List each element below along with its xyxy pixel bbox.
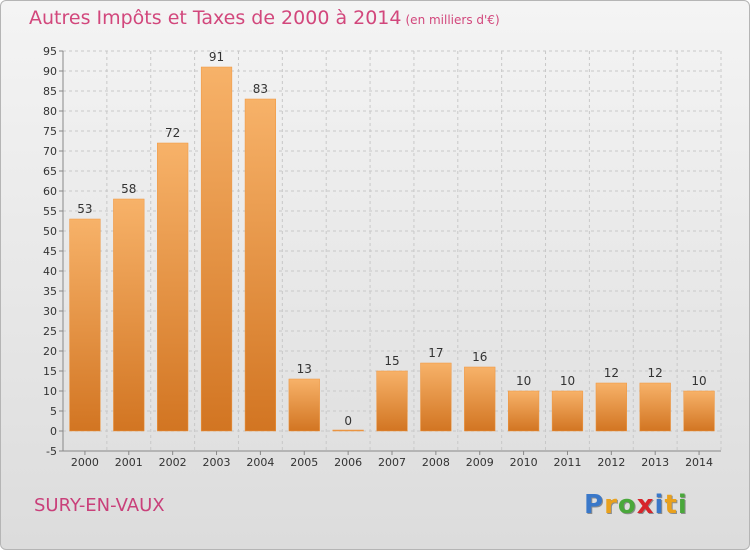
logo-letter: i bbox=[677, 490, 688, 520]
bar-2010 bbox=[507, 390, 540, 432]
y-tick-label: 45 bbox=[43, 245, 57, 258]
y-tick-label: 0 bbox=[50, 425, 57, 438]
x-tick-label-2013: 2013 bbox=[641, 456, 669, 469]
value-label-2005: 13 bbox=[297, 362, 312, 376]
logo-letter: t bbox=[664, 490, 678, 520]
x-tick-label-2014: 2014 bbox=[685, 456, 713, 469]
value-label-2007: 15 bbox=[384, 354, 399, 368]
bar-2008 bbox=[420, 362, 452, 432]
bar-2002 bbox=[157, 142, 189, 432]
bar-2006 bbox=[332, 429, 364, 432]
logo-letter: P bbox=[584, 490, 605, 520]
logo-letter: i bbox=[654, 490, 665, 520]
proxiti-logo: Proxiti bbox=[584, 490, 688, 520]
bar-2003 bbox=[200, 66, 233, 432]
y-tick-label: 70 bbox=[43, 145, 57, 158]
bar-2000 bbox=[69, 218, 101, 432]
value-label-2004: 83 bbox=[253, 82, 268, 96]
x-tick-label-2001: 2001 bbox=[115, 456, 143, 469]
y-tick-label: 60 bbox=[43, 185, 57, 198]
y-tick-label: 95 bbox=[43, 45, 57, 58]
value-label-2013: 12 bbox=[648, 366, 663, 380]
bar-2013 bbox=[639, 382, 671, 432]
x-tick-label-2000: 2000 bbox=[71, 456, 99, 469]
bar-2004 bbox=[244, 98, 277, 432]
y-tick-label: 20 bbox=[43, 345, 57, 358]
x-tick-label-2011: 2011 bbox=[553, 456, 581, 469]
x-tick-label-2009: 2009 bbox=[466, 456, 494, 469]
x-tick-label-2004: 2004 bbox=[246, 456, 274, 469]
value-label-2011: 10 bbox=[560, 374, 575, 388]
y-tick-label: 30 bbox=[43, 305, 57, 318]
y-tick-label: -5 bbox=[46, 445, 57, 458]
bar-2014 bbox=[683, 390, 715, 432]
value-label-2014: 10 bbox=[691, 374, 706, 388]
logo-letter: o bbox=[617, 490, 637, 520]
x-tick-label-2008: 2008 bbox=[422, 456, 450, 469]
bar-2012 bbox=[595, 382, 627, 432]
commune-name: SURY-EN-VAUX bbox=[34, 495, 165, 516]
bar-2005 bbox=[288, 378, 320, 432]
value-label-2008: 17 bbox=[428, 346, 443, 360]
value-label-2000: 53 bbox=[77, 202, 92, 216]
x-tick-label-2007: 2007 bbox=[378, 456, 406, 469]
x-tick-label-2006: 2006 bbox=[334, 456, 362, 469]
logo-letter: r bbox=[604, 490, 618, 520]
axes: -5 0 5 10 15 20 25 30 35 40 45 50 55 60 65 70 75 80 85 90 95… bbox=[43, 45, 721, 469]
x-tick-label-2012: 2012 bbox=[597, 456, 625, 469]
bar-2001 bbox=[113, 198, 145, 432]
x-tick-label-2003: 2003 bbox=[203, 456, 231, 469]
value-label-2010: 10 bbox=[516, 374, 531, 388]
chart-subtitle: (en milliers d'€) bbox=[405, 13, 500, 27]
bar-2011 bbox=[551, 390, 584, 432]
title-text: Autres Impôts et Taxes de 2000 à 2014 bbox=[29, 7, 402, 29]
y-tick-label: 75 bbox=[43, 125, 57, 138]
y-tick-label: 65 bbox=[43, 165, 57, 178]
logo-letter: x bbox=[636, 490, 655, 520]
y-tick-label: 80 bbox=[43, 105, 57, 118]
x-tick-label-2002: 2002 bbox=[159, 456, 187, 469]
y-tick-label: 25 bbox=[43, 325, 57, 338]
value-label-2009: 16 bbox=[472, 350, 487, 364]
y-tick-label: 50 bbox=[43, 225, 57, 238]
y-tick-label: 55 bbox=[43, 205, 57, 218]
bars: 53 58 72 91 83 13 0 15 17 16 10 10 12 12 10 bbox=[69, 50, 715, 432]
y-tick-label: 15 bbox=[43, 365, 57, 378]
y-tick-label: 10 bbox=[43, 385, 57, 398]
bar-2007 bbox=[376, 370, 408, 432]
value-label-2012: 12 bbox=[604, 366, 619, 380]
value-label-2006: 0 bbox=[344, 414, 352, 428]
x-tick-label-2010: 2010 bbox=[510, 456, 538, 469]
y-tick-label: 40 bbox=[43, 265, 57, 278]
y-tick-label: 35 bbox=[43, 285, 57, 298]
y-tick-label: 90 bbox=[43, 65, 57, 78]
value-label-2002: 72 bbox=[165, 126, 180, 140]
y-tick-label: 85 bbox=[43, 85, 57, 98]
y-tick-label: 5 bbox=[50, 405, 57, 418]
chart-title: Autres Impôts et Taxes de 2000 à 2014 (en… bbox=[29, 7, 500, 29]
x-tick-label-2005: 2005 bbox=[290, 456, 318, 469]
bar-2009 bbox=[464, 366, 496, 432]
value-label-2001: 58 bbox=[121, 182, 136, 196]
value-label-2003: 91 bbox=[209, 50, 224, 64]
